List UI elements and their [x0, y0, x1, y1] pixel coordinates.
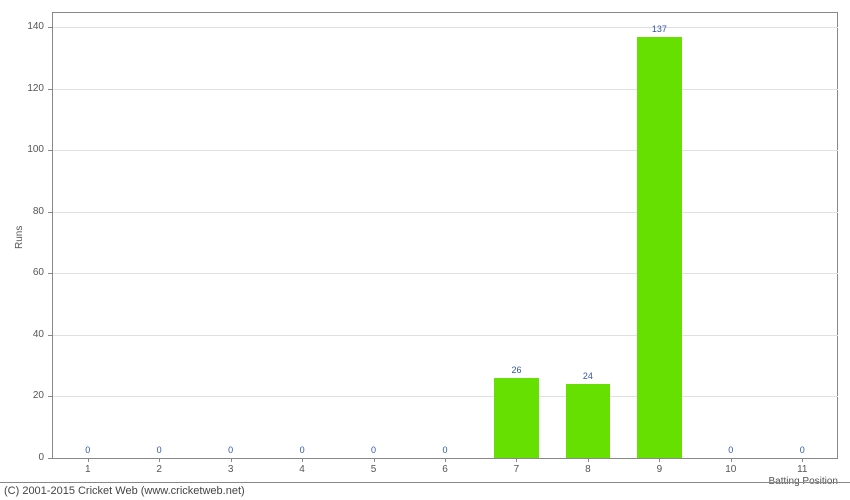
- y-tick-label: 100: [0, 144, 44, 155]
- chart-container: 0 20 40 60 80 100 120 140 1 2 3 4 5 6 7 8 9 10 11 0 0 0 0 0 0 26…: [0, 0, 850, 500]
- x-tick-mark: [516, 458, 517, 462]
- bar: [637, 37, 681, 458]
- x-tick-label: 6: [430, 464, 460, 475]
- bar-value-label: 0: [211, 445, 251, 455]
- copyright-text: (C) 2001-2015 Cricket Web (www.cricketwe…: [0, 482, 850, 499]
- y-tick-label: 80: [0, 206, 44, 217]
- gridline: [52, 396, 838, 397]
- gridline: [52, 273, 838, 274]
- x-tick-mark: [88, 458, 89, 462]
- gridline: [52, 89, 838, 90]
- y-tick-label: 40: [0, 329, 44, 340]
- x-tick-mark: [302, 458, 303, 462]
- bar-value-label: 0: [354, 445, 394, 455]
- bar-value-label: 0: [425, 445, 465, 455]
- gridline: [52, 150, 838, 151]
- x-tick-label: 2: [144, 464, 174, 475]
- gridline: [52, 27, 838, 28]
- bar-value-label: 0: [711, 445, 751, 455]
- bar-value-label: 137: [639, 24, 679, 34]
- bar-value-label: 0: [782, 445, 822, 455]
- bar-value-label: 0: [282, 445, 322, 455]
- bar-value-label: 24: [568, 371, 608, 381]
- bar: [494, 378, 538, 458]
- x-tick-mark: [231, 458, 232, 462]
- bar-value-label: 0: [68, 445, 108, 455]
- gridline: [52, 335, 838, 336]
- y-tick-label: 140: [0, 21, 44, 32]
- x-tick-label: 1: [73, 464, 103, 475]
- gridline: [52, 212, 838, 213]
- bar-value-label: 26: [496, 365, 536, 375]
- x-tick-mark: [802, 458, 803, 462]
- x-tick-mark: [588, 458, 589, 462]
- y-tick-label: 60: [0, 267, 44, 278]
- plot-area: [52, 12, 838, 458]
- bar: [566, 384, 610, 458]
- x-tick-mark: [159, 458, 160, 462]
- x-tick-label: 10: [716, 464, 746, 475]
- bar-value-label: 0: [139, 445, 179, 455]
- x-tick-label: 8: [573, 464, 603, 475]
- x-tick-label: 3: [216, 464, 246, 475]
- x-tick-label: 5: [359, 464, 389, 475]
- x-tick-label: 11: [787, 464, 817, 475]
- y-axis-line: [52, 12, 53, 458]
- x-tick-label: 4: [287, 464, 317, 475]
- y-axis-title: Runs: [14, 226, 25, 249]
- y-tick-label: 120: [0, 83, 44, 94]
- x-tick-label: 9: [644, 464, 674, 475]
- x-tick-mark: [374, 458, 375, 462]
- x-tick-mark: [445, 458, 446, 462]
- x-tick-label: 7: [501, 464, 531, 475]
- x-tick-mark: [659, 458, 660, 462]
- y-tick-label: 0: [0, 452, 44, 463]
- y-tick-label: 20: [0, 390, 44, 401]
- x-tick-mark: [731, 458, 732, 462]
